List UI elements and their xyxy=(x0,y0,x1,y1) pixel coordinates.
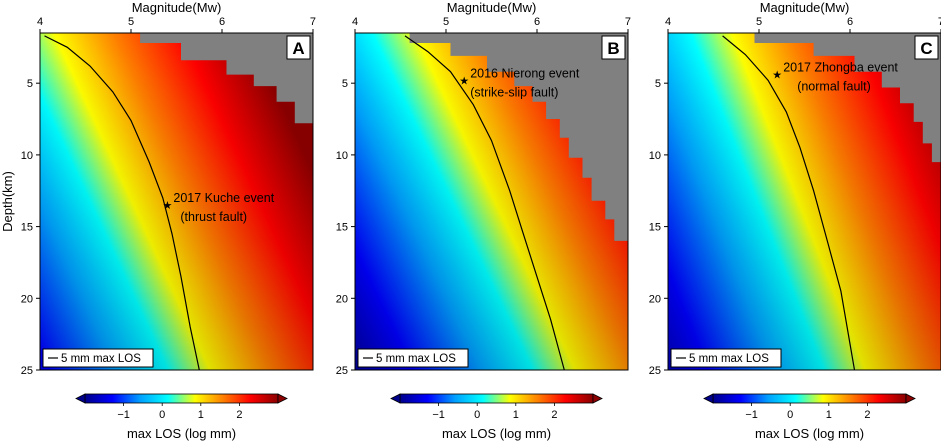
colorbar-tick-label: 1 xyxy=(826,409,832,421)
x-tick-label: 7 xyxy=(310,16,316,28)
colorbar-tick-label: 1 xyxy=(198,409,204,421)
legend-box xyxy=(357,348,469,368)
x-tick-label: 4 xyxy=(665,16,671,28)
x-axis-title: Magnitude(Mw) xyxy=(760,0,850,15)
colorbar-tick-label: −1 xyxy=(432,409,445,421)
colorbar-tick-label: 2 xyxy=(551,409,557,421)
colorbar-title: max LOS (log mm) xyxy=(755,426,864,441)
panel-label: A xyxy=(292,39,304,58)
colorbar-tick-label: 0 xyxy=(787,409,793,421)
plot-frame xyxy=(667,32,941,371)
panel-label: C xyxy=(920,39,932,58)
contour-5mm-line xyxy=(404,35,565,371)
colorbar-low-arrow xyxy=(390,393,401,404)
x-tick-label: 5 xyxy=(128,16,134,28)
colorbar-low-arrow xyxy=(75,393,86,404)
panel-label-box xyxy=(601,35,626,60)
legend-label: 5 mm max LOS xyxy=(689,353,769,365)
event-label-mechanism: (thrust fault) xyxy=(180,210,247,224)
x-tick-label: 4 xyxy=(352,16,358,28)
colorbar-tick-label: −1 xyxy=(745,409,758,421)
legend-box xyxy=(42,348,154,368)
y-tick-label: 10 xyxy=(649,150,661,162)
x-tick-label: 6 xyxy=(534,16,540,28)
x-tick-label: 6 xyxy=(219,16,225,28)
legend-label: 5 mm max LOS xyxy=(61,353,141,365)
y-tick-label: 25 xyxy=(649,365,661,377)
colorbar-high-arrow xyxy=(905,393,916,404)
colorbar-high-arrow xyxy=(277,393,288,404)
colorbar-tick-label: 0 xyxy=(474,409,480,421)
colorbar-tick-label: 1 xyxy=(513,409,519,421)
colorbar-tick-label: −1 xyxy=(117,409,130,421)
y-tick-label: 15 xyxy=(649,222,661,234)
colorbar-title: max LOS (log mm) xyxy=(442,426,551,441)
panel-label: B xyxy=(607,39,619,58)
y-tick-label: 20 xyxy=(336,293,348,305)
colorbar-title: max LOS (log mm) xyxy=(127,426,236,441)
colorbar-high-arrow xyxy=(592,393,603,404)
y-tick-label: 20 xyxy=(649,293,661,305)
saturation-region xyxy=(754,33,941,163)
colorbar-tick-label: 0 xyxy=(159,409,165,421)
x-tick-label: 4 xyxy=(37,16,43,28)
y-tick-label: 10 xyxy=(21,150,33,162)
y-tick-label: 15 xyxy=(336,222,348,234)
y-tick-label: 5 xyxy=(27,78,33,90)
legend-label: 5 mm max LOS xyxy=(376,353,456,365)
event-label-mechanism: (normal fault) xyxy=(797,80,871,94)
x-axis-title: Magnitude(Mw) xyxy=(447,0,537,15)
event-label: 2016 Nierong event xyxy=(470,66,580,80)
contour-5mm-line xyxy=(722,35,856,371)
y-tick-label: 25 xyxy=(336,365,348,377)
colorbar-tick-label: 2 xyxy=(236,409,242,421)
y-axis-title: Depth(km) xyxy=(0,171,15,232)
saturation-region xyxy=(409,33,628,241)
y-tick-label: 20 xyxy=(21,293,33,305)
colorbar-low-arrow xyxy=(703,393,714,404)
y-tick-label: 15 xyxy=(21,222,33,234)
x-tick-label: 7 xyxy=(938,16,941,28)
colorbar-ramp xyxy=(399,393,594,404)
contour-5mm-line xyxy=(44,35,200,371)
colorbar-ramp xyxy=(712,393,907,404)
event-star-icon: ★ xyxy=(162,200,172,212)
saturation-region xyxy=(140,33,313,124)
x-tick-label: 5 xyxy=(443,16,449,28)
depth-shading xyxy=(668,33,941,370)
event-label: 2017 Zhongba event xyxy=(783,61,898,75)
x-tick-label: 5 xyxy=(756,16,762,28)
colorbar-tick-label: 2 xyxy=(864,409,870,421)
depth-shading xyxy=(40,33,313,370)
panel-label-box xyxy=(914,35,939,60)
panel-a: 4 5 6 7Magnitude(Mw)510152025Depth(km)A★201… xyxy=(0,0,316,377)
x-tick-label: 6 xyxy=(847,16,853,28)
colorbar-ramp xyxy=(84,393,279,404)
event-label-mechanism: (strike-slip fault) xyxy=(470,85,558,99)
y-tick-label: 5 xyxy=(655,78,661,90)
plot-frame xyxy=(39,32,314,371)
legend-box xyxy=(670,348,782,368)
event-star-icon: ★ xyxy=(459,75,469,87)
x-tick-label: 7 xyxy=(625,16,631,28)
event-label: 2017 Kuche event xyxy=(173,191,274,205)
y-tick-label: 25 xyxy=(21,365,33,377)
y-tick-label: 10 xyxy=(336,150,348,162)
x-axis-title: Magnitude(Mw) xyxy=(132,0,222,15)
plot-frame xyxy=(354,32,629,371)
panel-label-box xyxy=(286,35,311,60)
event-star-icon: ★ xyxy=(772,70,782,82)
y-tick-label: 5 xyxy=(342,78,348,90)
